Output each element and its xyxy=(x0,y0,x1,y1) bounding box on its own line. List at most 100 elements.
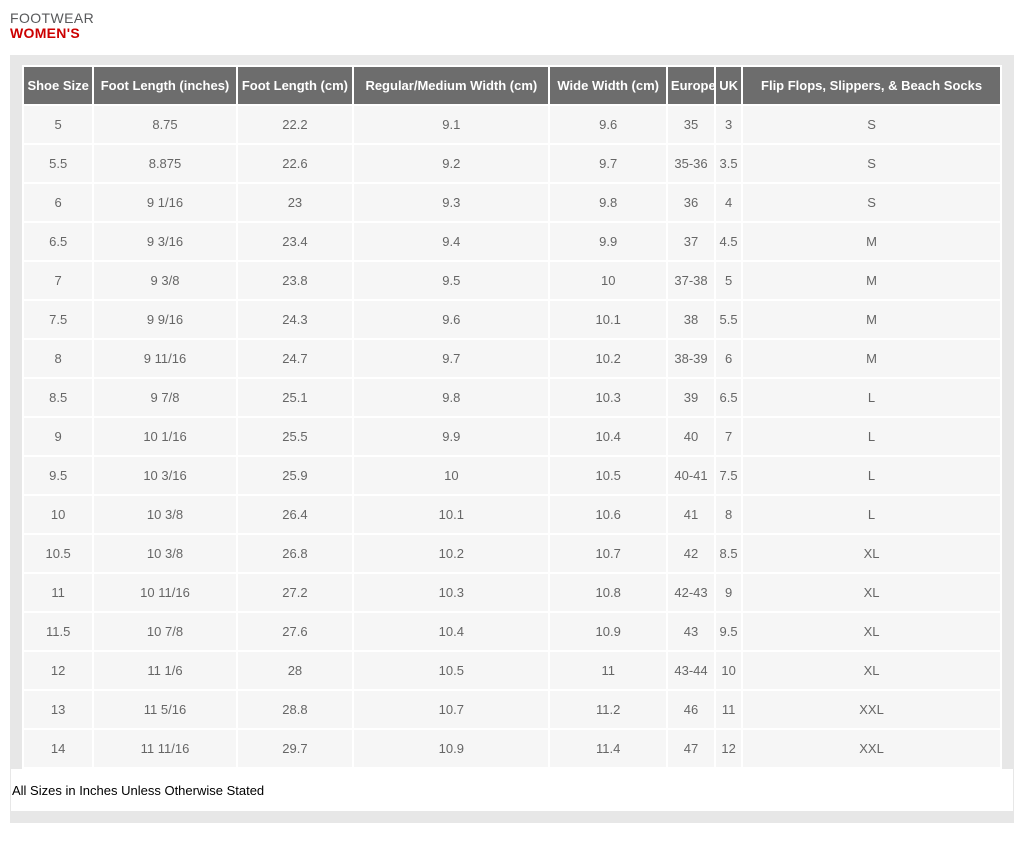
column-header: Shoe Size xyxy=(24,67,93,104)
table-cell: 8.875 xyxy=(94,145,236,182)
table-cell: L xyxy=(743,496,1000,533)
table-cell: 43-44 xyxy=(667,652,715,689)
table-cell: 9.9 xyxy=(550,223,666,260)
table-cell: 7.5 xyxy=(24,301,93,338)
table-cell: 9.1 xyxy=(354,106,549,143)
table-cell: XL xyxy=(743,574,1000,611)
table-cell: 5.5 xyxy=(24,145,93,182)
table-cell: 9 1/16 xyxy=(94,184,236,221)
table-cell: 9.3 xyxy=(354,184,549,221)
table-cell: 10 3/8 xyxy=(94,496,236,533)
table-cell: 24.7 xyxy=(237,340,353,377)
table-cell: 27.6 xyxy=(237,613,353,650)
table-cell: L xyxy=(743,379,1000,416)
table-cell: XL xyxy=(743,535,1000,572)
table-cell: 10.9 xyxy=(354,730,549,767)
table-cell: 28.8 xyxy=(237,691,353,728)
page-title-block: FOOTWEAR WOMEN'S xyxy=(0,0,1024,41)
table-cell: M xyxy=(743,340,1000,377)
table-cell: 10.2 xyxy=(550,340,666,377)
table-cell: XXL xyxy=(743,691,1000,728)
column-header: Wide Width (cm) xyxy=(550,67,666,104)
table-cell: 10.4 xyxy=(354,613,549,650)
table-cell: 23 xyxy=(237,184,353,221)
table-cell: 22.2 xyxy=(237,106,353,143)
table-cell: 10 11/16 xyxy=(94,574,236,611)
table-cell: 9.4 xyxy=(354,223,549,260)
table-cell: 10.7 xyxy=(550,535,666,572)
table-cell: 38 xyxy=(667,301,715,338)
table-cell: 27.2 xyxy=(237,574,353,611)
size-table-header: Shoe Size Foot Length (inches) Foot Length… xyxy=(24,67,1000,104)
table-row: 6.5 9 3/16 23.4 9.4 9.9 37 4.5 M xyxy=(24,223,1000,260)
table-cell: 10.3 xyxy=(354,574,549,611)
table-row: 5 8.75 22.2 9.1 9.6 35 3 S xyxy=(24,106,1000,143)
table-cell: 10.4 xyxy=(550,418,666,455)
table-cell: 9.5 xyxy=(354,262,549,299)
size-table: Shoe Size Foot Length (inches) Foot Length… xyxy=(22,65,1002,769)
table-cell: 10 3/8 xyxy=(94,535,236,572)
table-cell: 10.2 xyxy=(354,535,549,572)
table-cell: 24.3 xyxy=(237,301,353,338)
table-cell: 25.1 xyxy=(237,379,353,416)
header-row: Shoe Size Foot Length (inches) Foot Length… xyxy=(24,67,1000,104)
column-header: Flip Flops, Slippers, & Beach Socks xyxy=(743,67,1000,104)
size-chart-panel: Shoe Size Foot Length (inches) Foot Length… xyxy=(10,55,1014,823)
table-cell: 10.6 xyxy=(550,496,666,533)
table-cell: 10.3 xyxy=(550,379,666,416)
table-cell: 6.5 xyxy=(716,379,742,416)
table-row: 11 10 11/16 27.2 10.3 10.8 42-43 9 XL xyxy=(24,574,1000,611)
table-cell: 38-39 xyxy=(667,340,715,377)
table-cell: 10.8 xyxy=(550,574,666,611)
table-cell: 9.9 xyxy=(354,418,549,455)
table-cell: L xyxy=(743,457,1000,494)
table-cell: 23.8 xyxy=(237,262,353,299)
table-cell: XL xyxy=(743,652,1000,689)
table-cell: 9.7 xyxy=(550,145,666,182)
table-cell: 9.2 xyxy=(354,145,549,182)
column-header: Regular/Medium Width (cm) xyxy=(354,67,549,104)
table-cell: 10.1 xyxy=(550,301,666,338)
table-cell: 9 11/16 xyxy=(94,340,236,377)
table-row: 12 11 1/6 28 10.5 11 43-44 10 XL xyxy=(24,652,1000,689)
table-cell: 3.5 xyxy=(716,145,742,182)
table-cell: 10.5 xyxy=(24,535,93,572)
column-header: Europe xyxy=(667,67,715,104)
table-cell: 10 xyxy=(354,457,549,494)
table-cell: 7 xyxy=(716,418,742,455)
table-cell: 11 xyxy=(24,574,93,611)
column-header: Foot Length (inches) xyxy=(94,67,236,104)
table-cell: 8 xyxy=(24,340,93,377)
table-row: 9.5 10 3/16 25.9 10 10.5 40-41 7.5 L xyxy=(24,457,1000,494)
table-cell: M xyxy=(743,301,1000,338)
table-cell: 6.5 xyxy=(24,223,93,260)
footnote: All Sizes in Inches Unless Otherwise Sta… xyxy=(11,769,1013,811)
table-cell: 12 xyxy=(716,730,742,767)
page-title: WOMEN'S xyxy=(10,25,80,41)
table-cell: 9.8 xyxy=(354,379,549,416)
table-cell: 40 xyxy=(667,418,715,455)
table-cell: 5 xyxy=(24,106,93,143)
table-cell: 8.75 xyxy=(94,106,236,143)
table-cell: 37 xyxy=(667,223,715,260)
table-cell: M xyxy=(743,262,1000,299)
table-cell: 10.5 xyxy=(354,652,549,689)
column-header: UK xyxy=(716,67,742,104)
table-row: 10.5 10 3/8 26.8 10.2 10.7 42 8.5 XL xyxy=(24,535,1000,572)
table-cell: 8.5 xyxy=(24,379,93,416)
table-cell: 9.5 xyxy=(716,613,742,650)
table-cell: 9.7 xyxy=(354,340,549,377)
table-cell: 22.6 xyxy=(237,145,353,182)
table-cell: 4 xyxy=(716,184,742,221)
table-cell: 10.1 xyxy=(354,496,549,533)
table-row: 11.5 10 7/8 27.6 10.4 10.9 43 9.5 XL xyxy=(24,613,1000,650)
table-cell: 10.5 xyxy=(550,457,666,494)
table-cell: 14 xyxy=(24,730,93,767)
table-cell: 3 xyxy=(716,106,742,143)
table-cell: 8 xyxy=(716,496,742,533)
table-cell: 46 xyxy=(667,691,715,728)
table-cell: 10.7 xyxy=(354,691,549,728)
table-cell: 9 7/8 xyxy=(94,379,236,416)
